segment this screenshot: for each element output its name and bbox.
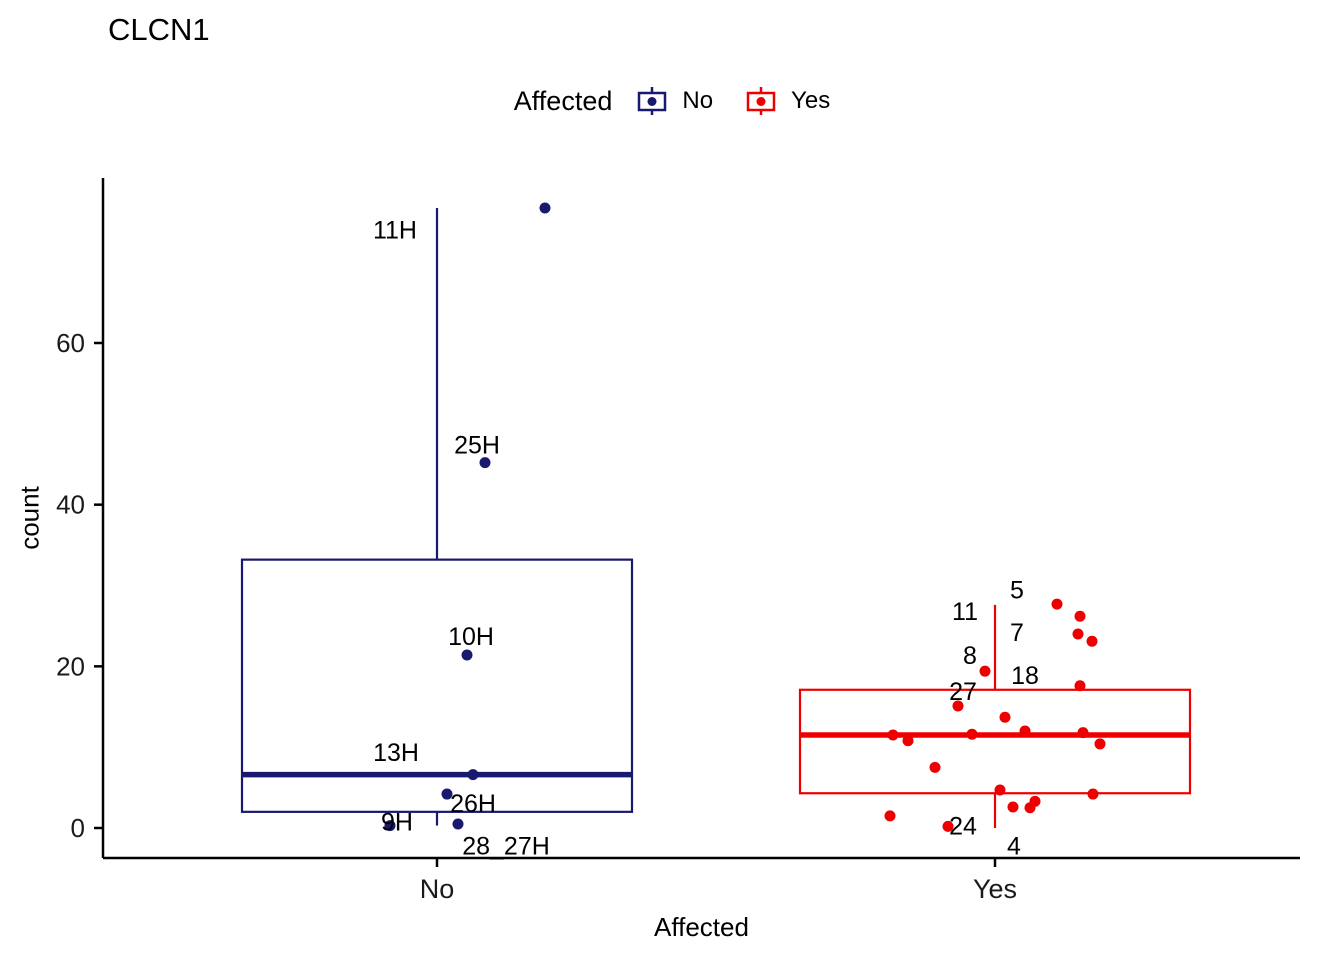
- point-label: 9H: [381, 808, 413, 836]
- point-label: 28_27H: [462, 833, 550, 861]
- data-point: [979, 665, 991, 677]
- data-point: [1074, 610, 1086, 622]
- data-point: [966, 728, 978, 740]
- point-label: 24: [949, 812, 977, 840]
- box-no: [240, 558, 634, 813]
- legend-items: No Yes: [634, 84, 830, 118]
- data-point: [467, 769, 479, 781]
- boxplot-key-icon: [638, 87, 667, 115]
- data-point: [1077, 727, 1089, 739]
- data-point: [942, 820, 954, 832]
- point-label: 26H: [450, 790, 496, 818]
- data-point: [1094, 738, 1106, 750]
- data-point: [539, 202, 551, 214]
- data-point: [902, 735, 914, 747]
- point-label: 11H: [373, 217, 417, 245]
- point-label: 25H: [454, 432, 500, 460]
- data-point: [452, 818, 464, 830]
- data-point: [994, 784, 1006, 796]
- data-point: [461, 649, 473, 661]
- legend: Affected No Yes: [0, 84, 1344, 118]
- legend-label: Yes: [791, 87, 831, 114]
- point-label: 11: [952, 598, 978, 626]
- data-point: [884, 810, 896, 822]
- legend-item-yes: Yes: [743, 84, 830, 118]
- data-point: [1087, 788, 1099, 800]
- point-label: 10H: [448, 623, 494, 651]
- data-point: [952, 700, 964, 712]
- x-axis-title: Affected: [654, 912, 749, 942]
- point-label: 7: [1010, 619, 1024, 647]
- point-label: 13H: [373, 739, 419, 767]
- point-label: 18: [1011, 662, 1039, 690]
- data-point: [1086, 635, 1098, 647]
- data-point: [1019, 725, 1031, 737]
- y-tick-label: 0: [71, 813, 85, 843]
- box-yes: [798, 688, 1192, 795]
- x-category-label: Yes: [973, 874, 1017, 904]
- data-point: [441, 788, 453, 800]
- point-label: 27: [949, 678, 977, 706]
- x-category-label: No: [420, 874, 455, 904]
- data-point: [929, 761, 941, 773]
- legend-title: Affected: [513, 85, 613, 116]
- legend-item-no: No: [634, 84, 713, 118]
- point-label: 5: [1010, 576, 1024, 604]
- legend-label: No: [682, 87, 714, 114]
- y-tick-label: 20: [56, 651, 85, 681]
- y-tick-label: 40: [56, 490, 85, 520]
- point-label: 8: [963, 642, 977, 670]
- data-point: [999, 711, 1011, 723]
- data-point: [887, 729, 899, 741]
- data-point: [384, 820, 396, 832]
- y-tick-label: 60: [56, 328, 85, 358]
- data-point: [1007, 801, 1019, 813]
- y-axis-title: count: [14, 486, 45, 550]
- data-point: [1051, 598, 1063, 610]
- data-point: [1074, 680, 1086, 692]
- point-label: 4: [1007, 833, 1021, 861]
- chart-title: CLCN1: [108, 12, 210, 47]
- boxplot-key-icon: [746, 87, 776, 115]
- data-point: [1072, 628, 1084, 640]
- data-point: [479, 457, 491, 469]
- data-point: [1024, 802, 1036, 814]
